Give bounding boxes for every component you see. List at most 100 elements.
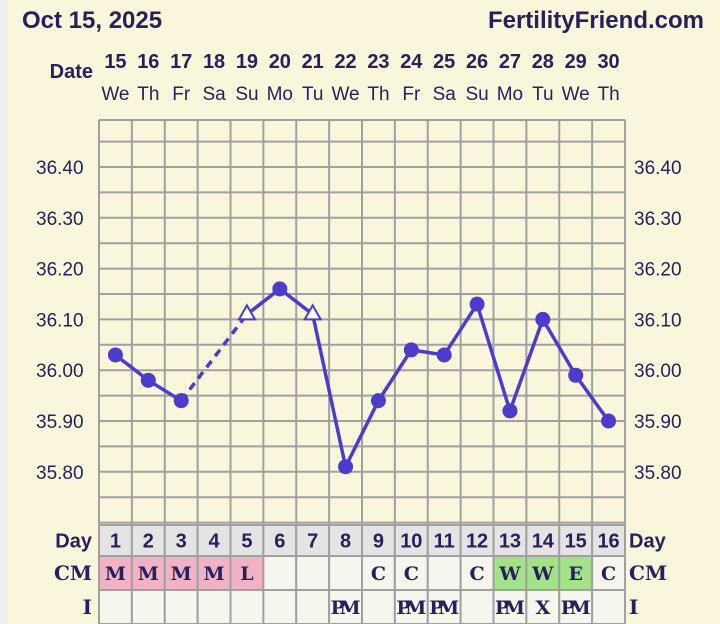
cm-cell [328, 555, 363, 591]
temperature-point [403, 342, 419, 358]
cm-value: M [138, 563, 159, 585]
temperature-point [502, 403, 518, 419]
chart-svg: Oct 15, 2025 FertilityFriend.com Date 15… [22, 7, 704, 624]
temperature-line-segment [442, 303, 479, 356]
weekday: We [562, 84, 590, 105]
date-number: 27 [499, 51, 521, 73]
temperature-line-segment [574, 374, 610, 423]
temperature-line-segment [376, 348, 413, 402]
day-value: 13 [499, 531, 521, 553]
temperature-point-triangle [302, 303, 323, 321]
day-value: 15 [565, 531, 587, 553]
temperature-point [107, 347, 123, 363]
intercourse-cell [229, 589, 265, 624]
day-value: 6 [274, 531, 285, 553]
temperature-point [370, 393, 386, 409]
temperature-point [272, 281, 288, 297]
date-number: 16 [137, 51, 159, 73]
date-number: 15 [104, 51, 126, 73]
day-cell [328, 524, 363, 557]
day-label-right: Day [629, 531, 667, 553]
cm-label-left: CM [54, 561, 92, 585]
date-label: Date [50, 61, 93, 83]
cm-value: W [498, 563, 521, 585]
weekday: Su [235, 84, 258, 105]
day-value: 3 [176, 531, 187, 553]
day-value: 16 [597, 531, 619, 553]
date-number: 18 [203, 51, 225, 73]
temperature-point [601, 413, 617, 429]
intercourse-value: PM [495, 597, 525, 619]
cm-value: E [568, 563, 582, 585]
temperature-point-triangle [237, 303, 257, 321]
temperature-point [140, 372, 156, 388]
date-number: 29 [565, 51, 587, 73]
weekday: Fr [402, 84, 421, 105]
intercourse-cell [196, 589, 232, 624]
cm-cell [426, 555, 462, 591]
date-number: 19 [236, 51, 258, 73]
intercourse-value: PM [331, 597, 361, 619]
weekday: We [101, 84, 129, 105]
intercourse-label-left: I [83, 595, 92, 619]
day-value: 1 [110, 531, 121, 553]
weekday: Su [465, 84, 488, 105]
intercourse-value: PM [561, 597, 591, 619]
date-number: 23 [367, 51, 389, 73]
cm-value: C [601, 563, 616, 585]
intercourse-value: PM [396, 597, 426, 619]
y-tick-right: 35.80 [634, 463, 682, 484]
temperature-line-segment [343, 399, 381, 468]
date-number: 24 [400, 51, 423, 73]
intercourse-cell [130, 589, 166, 624]
cm-value: W [531, 563, 554, 585]
day-cell [229, 524, 265, 557]
y-tick-left: 36.40 [36, 158, 84, 179]
day-value: 2 [143, 531, 154, 553]
weekday: Sa [433, 84, 457, 105]
date-number: 26 [466, 51, 488, 73]
temperature-line-segment [179, 313, 249, 402]
temperature-point [173, 393, 189, 409]
intercourse-cell [328, 589, 363, 624]
y-tick-right: 36.10 [634, 310, 682, 331]
day-value: 7 [307, 531, 318, 553]
y-tick-left: 35.80 [36, 463, 84, 484]
day-value: 9 [373, 531, 384, 553]
day-value: 14 [532, 531, 555, 553]
intercourse-cell [262, 589, 298, 624]
intercourse-cell [98, 589, 133, 624]
y-tick-right: 36.20 [634, 260, 682, 281]
y-tick-right: 36.00 [634, 361, 682, 382]
temperature-line-segment [310, 313, 348, 468]
temperature-line-segment [541, 318, 578, 377]
intercourse-cell [459, 589, 495, 624]
date-number: 30 [597, 51, 619, 73]
intercourse-label-right: I [629, 595, 638, 619]
intercourse-cell [591, 589, 626, 624]
cm-value: L [240, 563, 253, 585]
cm-value: M [105, 563, 126, 585]
cm-value: C [371, 563, 386, 585]
date-number: 17 [170, 51, 192, 73]
intercourse-cell [393, 589, 429, 624]
day-value: 12 [466, 531, 488, 553]
intercourse-cell [295, 589, 331, 624]
date-number: 25 [433, 51, 455, 73]
day-value: 8 [340, 531, 351, 553]
cm-value: M [171, 563, 192, 585]
day-cell [591, 524, 626, 557]
temperature-point [568, 367, 584, 383]
intercourse-cell [361, 589, 396, 624]
weekday: Th [367, 84, 389, 105]
day-value: 4 [209, 531, 221, 553]
cm-label-right: CM [629, 561, 667, 585]
temperature-point [469, 296, 485, 312]
fertility-chart: Oct 15, 2025 FertilityFriend.com Date 15… [8, 0, 720, 624]
y-tick-left: 36.20 [36, 260, 84, 281]
temperature-point [535, 311, 551, 327]
weekday: Th [597, 84, 619, 105]
intercourse-cell [558, 589, 594, 624]
day-value: 11 [434, 531, 455, 553]
weekday: Fr [172, 84, 191, 105]
